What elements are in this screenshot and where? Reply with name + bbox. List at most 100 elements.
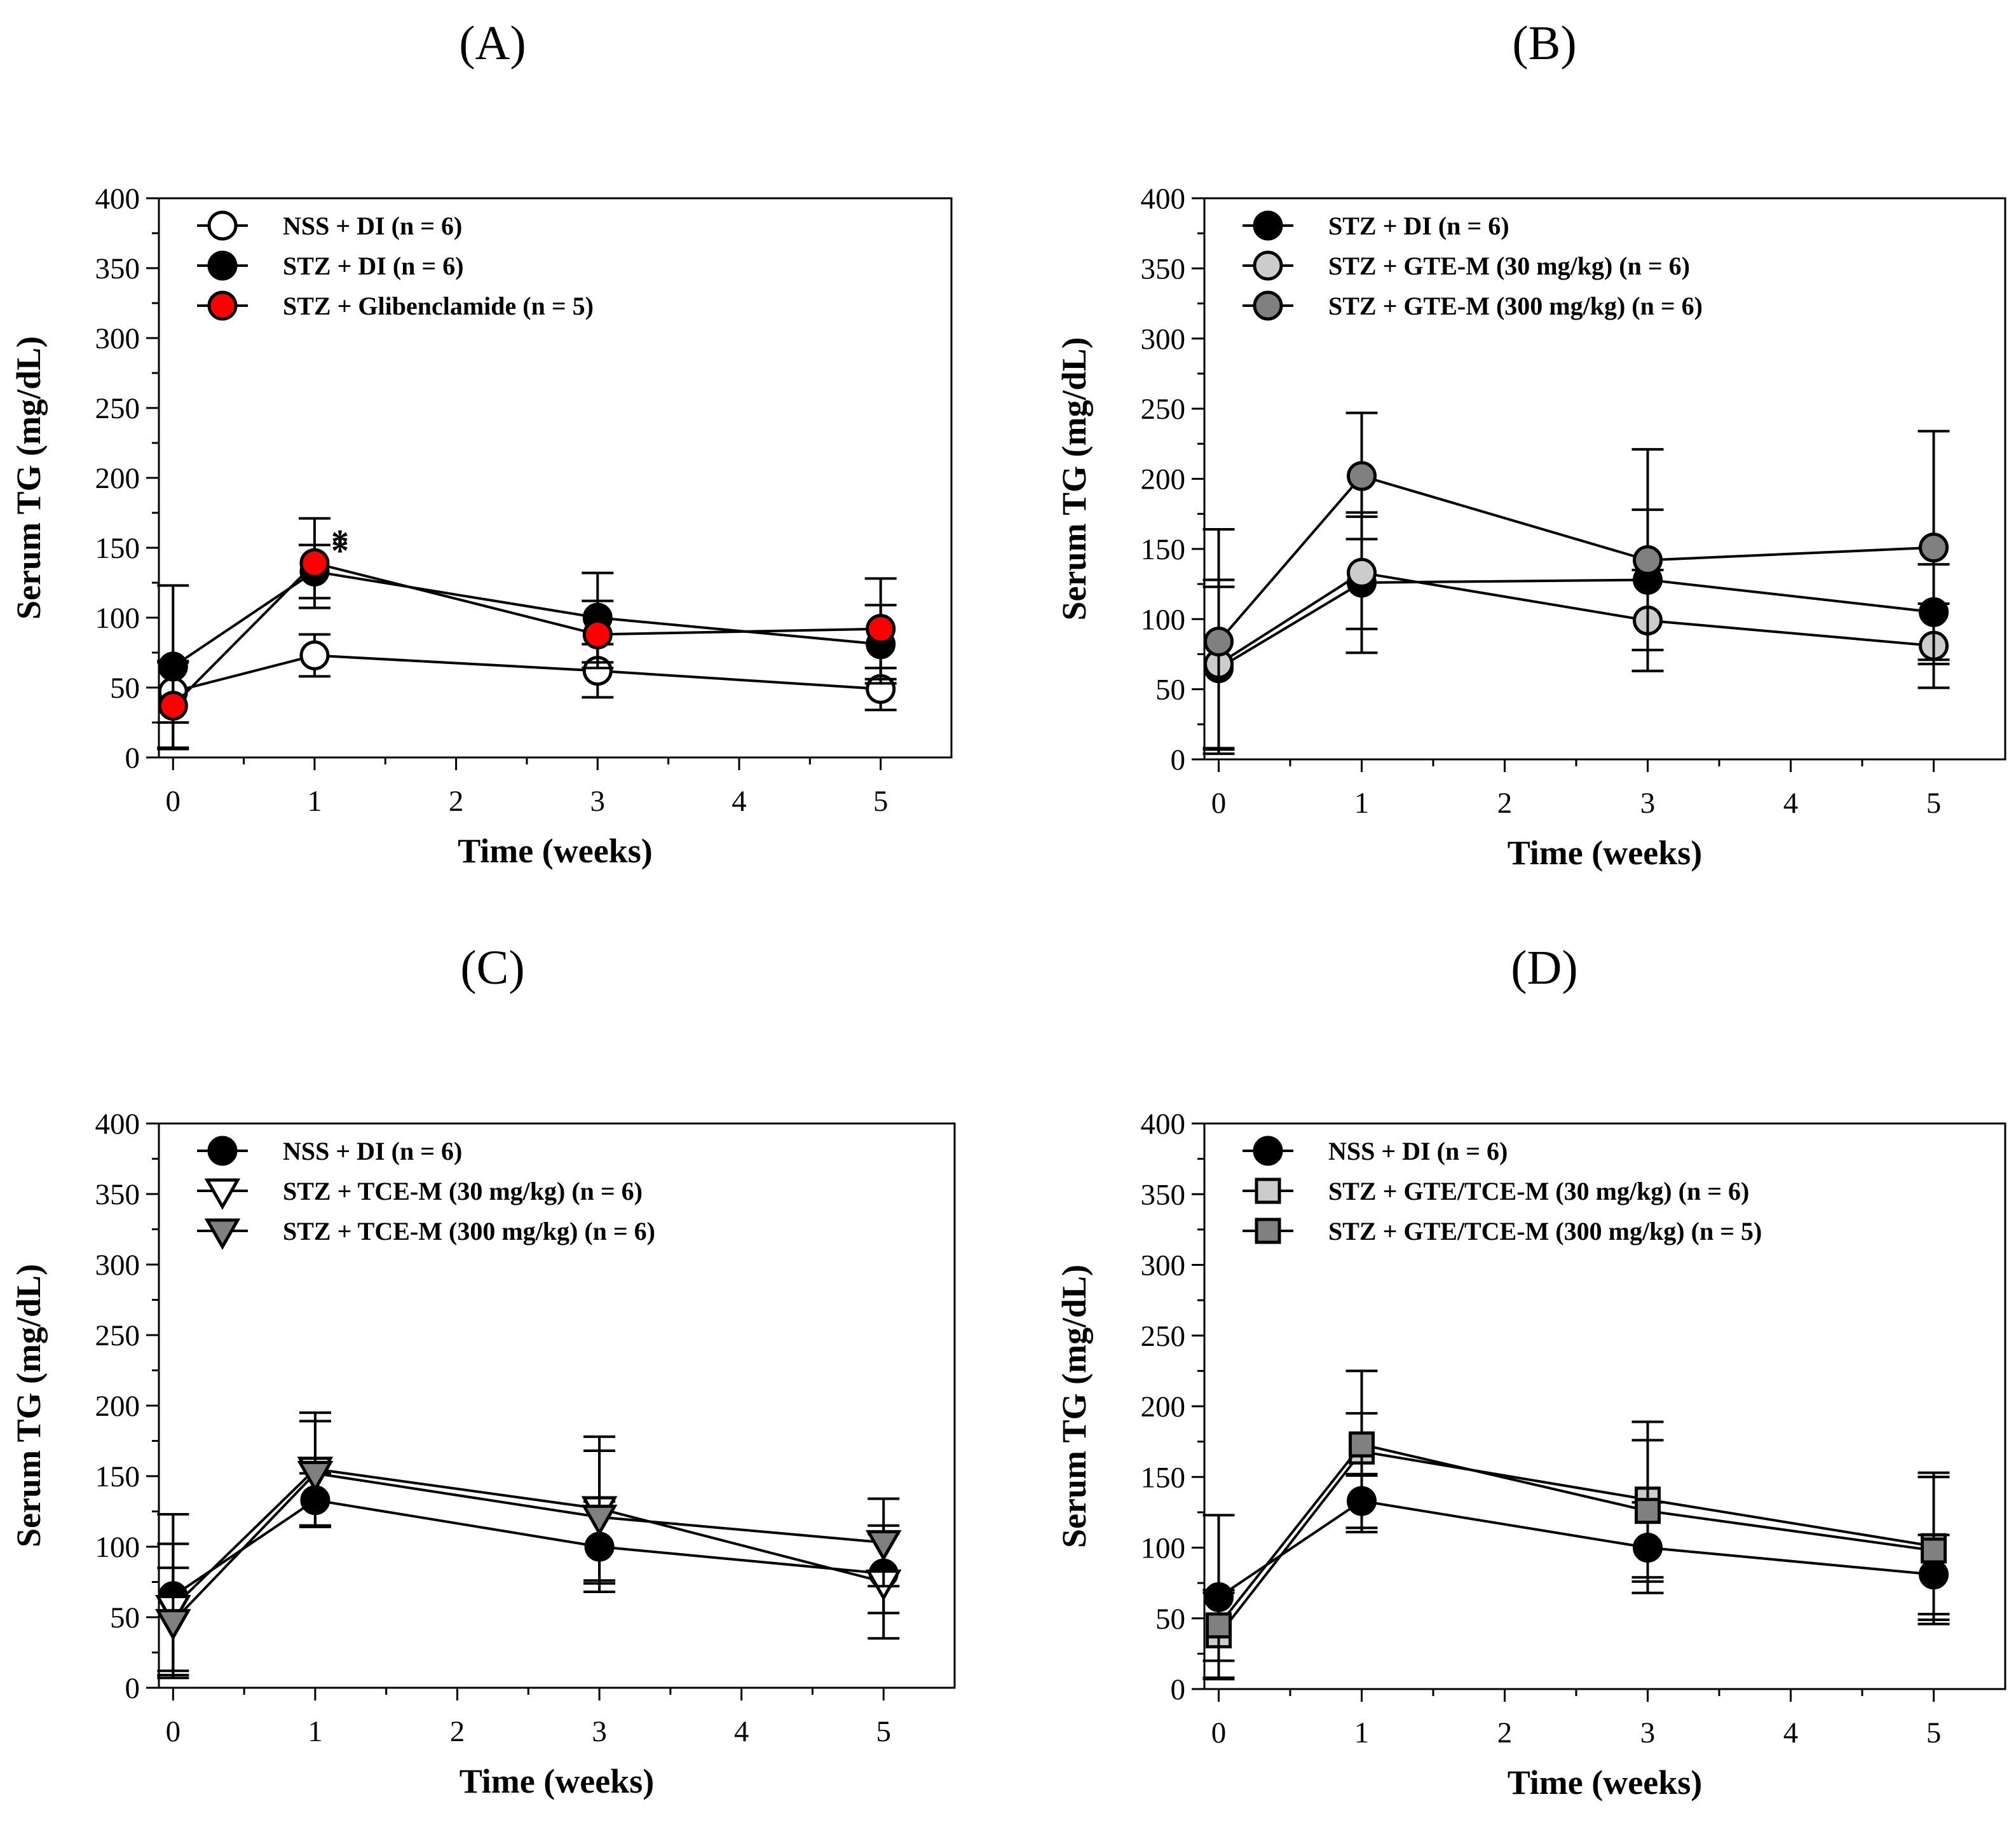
panel-c-nss_di-line — [172, 1498, 884, 1598]
panel-d-legend: NSS + DI (n = 6) STZ + GTE/TCE-M (30 mg/k… — [1243, 1136, 1762, 1245]
panel-d-gtetce_300-point — [1921, 1537, 1947, 1564]
panel-d-xtick-label: 5 — [1926, 1716, 1942, 1749]
panel-a-legend-label-stz_glib: STZ + Glibenclamide (n = 5) — [283, 292, 594, 320]
panel-c-xtick-label: 5 — [876, 1715, 891, 1748]
panel-a-stz_glib-point — [866, 614, 896, 644]
panel-b-xlabel: Time (weeks) — [1508, 834, 1702, 872]
panel-a-ylabel: Serum TG (mg/dL) — [10, 336, 48, 620]
panel-c-legend-marker-tce_300 — [204, 1218, 241, 1251]
panel-b-xtick-label: 0 — [1211, 787, 1227, 820]
panel-d-ytick-label: 200 — [1141, 1390, 1186, 1423]
panel-a-legend: NSS + DI (n = 6) STZ + DI (n = 6) STZ + Gl… — [197, 210, 594, 321]
panel-a-legend-marker-stz_glib — [207, 290, 238, 321]
panel-b: (B) — [1512, 17, 1576, 70]
panel-c-ylabel: Serum TG (mg/dL) — [10, 1264, 48, 1547]
panel-b-title: (B) — [1512, 17, 1576, 70]
panel-c-tce_300-point — [297, 1461, 334, 1493]
panel-b-gte_300-line — [1217, 474, 1934, 642]
panel-b-plot-frame — [1203, 197, 2006, 761]
panel-d-xtick-label: 3 — [1640, 1716, 1656, 1749]
panel-b-legend-label-gte_300: STZ + GTE-M (300 mg/kg) (n = 6) — [1328, 292, 1703, 320]
panel-a-xtick-label: 1 — [307, 785, 322, 818]
panel-d-legend-label-gtetce_300: STZ + GTE/TCE-M (300 mg/kg) (n = 5) — [1328, 1217, 1762, 1245]
panel-c-plot: 0 50 100 150 200 250 300 350 400 0 1 2 3 4 5 Time (week… — [10, 1108, 956, 1800]
panel-b-gte_300-point — [1204, 627, 1234, 657]
panel-d-ylabel: Serum TG (mg/dL) — [1055, 1265, 1093, 1548]
panel-c-xlabel: Time (weeks) — [460, 1762, 654, 1800]
panel-b-xtick-label: 1 — [1354, 787, 1370, 820]
panel-a-ytick-label: 200 — [95, 462, 140, 495]
panel-a-series-nss_di — [157, 633, 897, 724]
panel-c-ytick-label: 400 — [95, 1108, 140, 1141]
panel-a-nss_di-point — [299, 640, 330, 670]
panel-a-ytick-label: 300 — [95, 322, 140, 355]
panel-a-significance-asterisk: * — [331, 531, 349, 571]
panel-d-xlabel: Time (weeks) — [1508, 1763, 1702, 1802]
panel-b-ytick-label: 150 — [1141, 533, 1186, 566]
panel-b-gte_30-point — [1347, 557, 1377, 588]
panel-c-legend-label-tce_300: STZ + TCE-M (300 mg/kg) (n = 6) — [283, 1217, 655, 1245]
panel-c-series-tce_300 — [155, 1420, 902, 1677]
panel-d-legend-marker-gtetce_300 — [1255, 1218, 1281, 1244]
panel-a-significance-asterisk: * — [331, 523, 349, 562]
panel-c: (C) — [460, 941, 524, 994]
panel-c-legend-marker-tce_30 — [204, 1178, 241, 1211]
panel-a-stz_di-line — [172, 570, 881, 668]
panel-a: (A) — [459, 17, 526, 70]
panel-b-ytick-label: 400 — [1141, 182, 1186, 215]
panel-b-xtick-label: 2 — [1497, 787, 1513, 820]
panel-c-tce_300-point — [865, 1530, 902, 1562]
panel-a-xtick-label: 4 — [732, 785, 747, 818]
panel-b-legend-marker-stz_di — [1253, 210, 1283, 241]
panel-c-legend-label-tce_30: STZ + TCE-M (30 mg/kg) (n = 6) — [283, 1177, 643, 1205]
panel-b-ytick-label: 300 — [1141, 323, 1186, 356]
panel-b-xtick-label: 4 — [1783, 787, 1799, 820]
panel-b-xtick-label: 3 — [1640, 787, 1656, 820]
panel-d-legend-label-gtetce_30: STZ + GTE/TCE-M (30 mg/kg) (n = 6) — [1328, 1177, 1749, 1205]
panel-b-gte_30-line — [1218, 571, 1934, 665]
panel-d-ytick-label: 150 — [1141, 1461, 1186, 1494]
panel-b-gte_300-point — [1633, 545, 1663, 576]
panel-b-xtick-label: 5 — [1926, 787, 1942, 820]
panel-d-gtetce_300-line — [1217, 1442, 1934, 1627]
panel-a-xtick-label: 0 — [166, 785, 181, 818]
panel-d-gtetce_30-line — [1217, 1450, 1934, 1636]
panel-b-legend: STZ + DI (n = 6) STZ + GTE-M (30 mg/kg) (… — [1243, 210, 1703, 321]
panel-c-series-tce_30 — [155, 1411, 902, 1673]
panel-c-legend: NSS + DI (n = 6) STZ + TCE-M (30 mg/kg) (… — [197, 1136, 655, 1251]
panel-b-ytick-label: 0 — [1171, 743, 1186, 777]
panel-d-ytick-label: 350 — [1141, 1178, 1186, 1211]
panel-d-legend-marker-gtetce_30 — [1255, 1178, 1281, 1204]
panel-c-title: (C) — [460, 941, 524, 994]
panel-b-legend-marker-gte_30 — [1253, 250, 1283, 281]
panel-c-ytick-label: 150 — [95, 1460, 140, 1493]
panel-a-ytick-label: 100 — [95, 602, 140, 635]
panel-c-ytick-label: 100 — [95, 1531, 140, 1564]
panel-b-ytick-label: 50 — [1155, 674, 1185, 707]
panel-c-ytick-label: 350 — [95, 1178, 140, 1211]
panel-a-stz_glib-point — [299, 548, 330, 578]
panel-d-title: (D) — [1511, 941, 1578, 994]
panel-d-xtick-label: 1 — [1354, 1716, 1370, 1749]
panel-d-ytick-label: 100 — [1141, 1532, 1186, 1565]
panel-a-ytick-label: 400 — [95, 182, 140, 215]
panel-d-plot-frame — [1203, 1122, 2006, 1690]
panel-d-legend-label-nss_di: NSS + DI (n = 6) — [1328, 1137, 1508, 1165]
panel-c-ytick-label: 300 — [95, 1249, 140, 1282]
panel-b-ytick-label: 100 — [1141, 603, 1186, 636]
panel-d-gtetce_300-point — [1206, 1612, 1232, 1639]
panel-b-gte_300-point — [1919, 533, 1949, 563]
panel-b-ytick-label: 350 — [1141, 252, 1186, 285]
panel-c-ytick-label: 50 — [110, 1601, 140, 1634]
panel-a-ytick-label: 0 — [125, 742, 140, 775]
panel-c-tce_30-line — [172, 1467, 884, 1608]
panel-a-stz_glib-line — [172, 561, 881, 707]
panel-d-ytick-label: 50 — [1155, 1603, 1185, 1636]
panel-a-xtick-label: 2 — [449, 785, 464, 818]
panel-c-series-nss_di — [157, 1472, 900, 1680]
panel-b-legend-marker-gte_300 — [1253, 290, 1283, 321]
panel-a-series-stz_di — [157, 543, 897, 749]
panel-a-xtick-label: 5 — [873, 785, 889, 818]
panel-a-legend-label-stz_di: STZ + DI (n = 6) — [283, 252, 464, 280]
